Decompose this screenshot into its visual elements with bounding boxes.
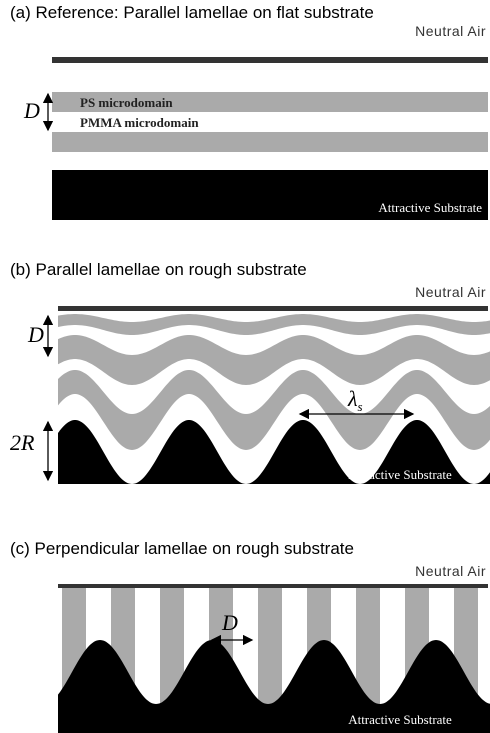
air-label: Neutral Air (415, 23, 486, 39)
panel-title: (c) Perpendicular lamellae on rough subs… (10, 539, 354, 558)
wavelength-symbol: λ (347, 386, 358, 411)
air-interface (58, 584, 488, 588)
air-label: Neutral Air (415, 563, 486, 579)
ps-layer (50, 314, 490, 335)
period-label: D (221, 610, 238, 635)
diagram: (a) Reference: Parallel lamellae on flat… (0, 0, 490, 733)
period-label: D (27, 322, 44, 347)
air-interface (52, 57, 488, 63)
substrate-label: Attractive Substrate (348, 467, 452, 482)
period-label: D (23, 98, 40, 123)
panel-title: (b) Parallel lamellae on rough substrate (10, 260, 307, 279)
amplitude-label: 2R (10, 430, 35, 455)
substrate-label: Attractive Substrate (378, 200, 482, 215)
substrate-label: Attractive Substrate (348, 712, 452, 727)
air-label: Neutral Air (415, 284, 486, 300)
panel-title: (a) Reference: Parallel lamellae on flat… (10, 3, 374, 22)
domain-label: PS microdomain (80, 95, 173, 110)
air-interface (58, 306, 488, 311)
domain-label: PMMA microdomain (80, 115, 199, 130)
ps-layer (258, 586, 282, 716)
wavelength-subscript: s (358, 399, 363, 414)
wavelength-label: λs (347, 386, 363, 414)
ps-layer (52, 132, 488, 152)
